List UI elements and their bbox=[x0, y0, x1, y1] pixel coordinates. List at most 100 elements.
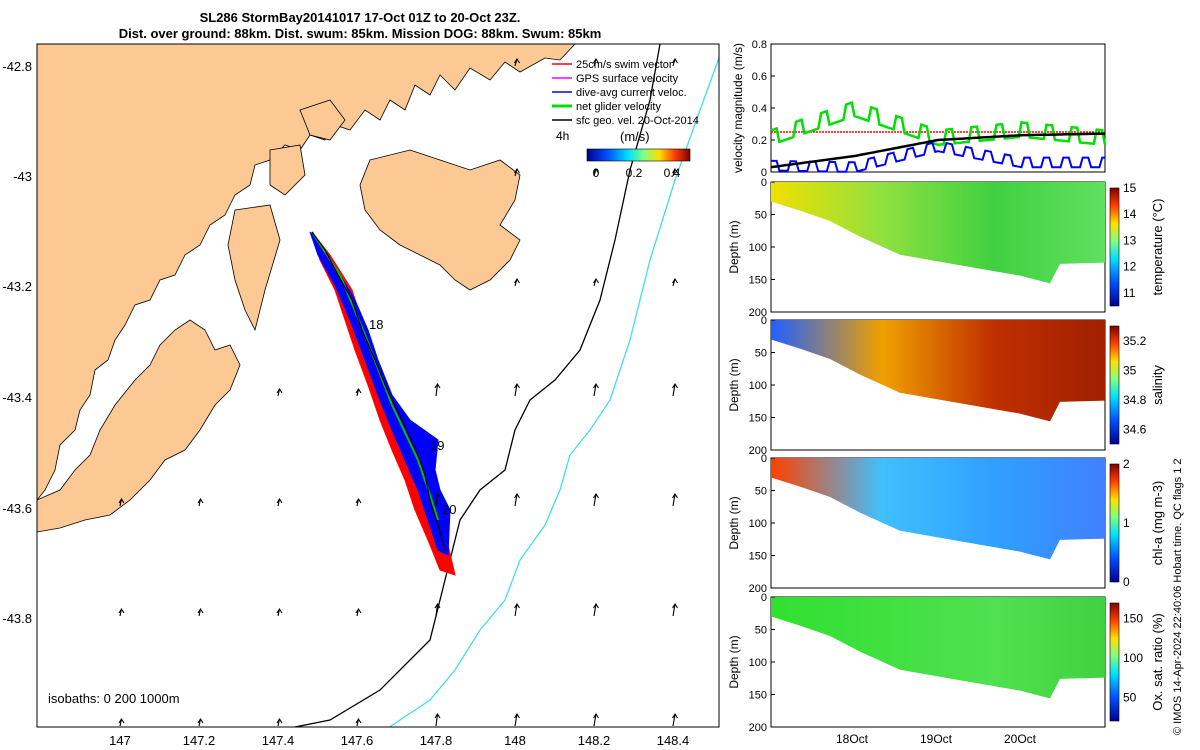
geo-vector-head bbox=[276, 607, 283, 614]
isobaths-label: isobaths: 0 200 1000m bbox=[48, 691, 180, 706]
geo-vector-head bbox=[672, 712, 678, 719]
legend-swim: 25cm/s swim vector bbox=[576, 59, 673, 71]
lat-tick: -43 bbox=[13, 169, 32, 184]
geo-vector-arrow bbox=[514, 383, 518, 397]
depth-tick: 100 bbox=[749, 380, 767, 392]
geo-vector-head bbox=[355, 607, 362, 614]
land-island-mid bbox=[269, 144, 306, 196]
colorbar-tick: 13 bbox=[1123, 233, 1137, 247]
colorbar-tick: 50 bbox=[1123, 690, 1137, 704]
geo-vector-head bbox=[197, 607, 204, 614]
colorbar-tick: 15 bbox=[1123, 181, 1137, 195]
geo-vector-head bbox=[434, 602, 441, 609]
depth-label: Depth (m) bbox=[727, 358, 741, 411]
geo-vector-head bbox=[514, 382, 520, 389]
track-label-19: 19 bbox=[430, 438, 444, 453]
section-label: salinity bbox=[1150, 365, 1165, 405]
section-colorbar bbox=[1109, 463, 1120, 583]
geo-vector-head bbox=[514, 602, 520, 609]
depth-tick: 200 bbox=[749, 722, 767, 734]
colorbar-tick: 150 bbox=[1123, 612, 1143, 626]
geo-vector-head bbox=[593, 57, 599, 64]
depth-tick: 0 bbox=[761, 177, 767, 189]
speed-colorbar bbox=[586, 148, 691, 162]
geo-vector-arrow bbox=[672, 713, 676, 727]
geo-vector-head bbox=[672, 167, 678, 174]
geo-vector-arrow bbox=[593, 603, 597, 617]
depth-tick: 0 bbox=[761, 453, 767, 465]
depth-tick: 150 bbox=[749, 551, 767, 563]
geo-vector-head bbox=[672, 382, 678, 389]
land-peninsula-north bbox=[299, 99, 346, 141]
section-field bbox=[771, 458, 1105, 560]
geo-vector-head bbox=[672, 602, 678, 609]
geo-vector-arrow bbox=[672, 603, 676, 617]
velocity-ytick: 0.8 bbox=[752, 39, 767, 51]
isobath-1000m bbox=[388, 57, 719, 727]
colorbar-tick: 11 bbox=[1123, 286, 1136, 300]
land-tasman bbox=[37, 319, 241, 533]
lat-tick: -42.8 bbox=[2, 59, 32, 74]
depth-tick: 200 bbox=[749, 445, 767, 457]
velocity-ylabel: velocity magnitude (m/s) bbox=[731, 43, 745, 173]
lat-tick: -43.8 bbox=[2, 611, 32, 626]
geo-vector-arrow bbox=[435, 603, 439, 617]
geo-vector-head bbox=[514, 492, 520, 499]
footer-credit: © IMOS 14-Apr-2024 22:40:06 Hobart time.… bbox=[1172, 458, 1184, 735]
geo-vector-head bbox=[593, 712, 599, 719]
geo-vector-head bbox=[593, 167, 599, 174]
section-colorbar bbox=[1109, 602, 1120, 722]
geo-vector-head bbox=[593, 382, 599, 389]
geo-vector-head bbox=[672, 57, 678, 64]
figure-title-line1: SL286 StormBay20141017 17-Oct 01Z to 20-… bbox=[199, 10, 521, 25]
section-panel-3: 0 50 100 150 200 Depth (m) 0 1 2 chl-a (mg m-3) bbox=[727, 453, 1165, 595]
section-field bbox=[771, 597, 1105, 699]
geo-vector-head bbox=[276, 387, 283, 394]
track-label-18: 18 bbox=[369, 317, 383, 332]
time-tick: 20Oct bbox=[1004, 732, 1037, 746]
section-colorbar bbox=[1109, 325, 1120, 445]
geo-vector-arrow bbox=[435, 713, 439, 727]
section-panel-1: 0 50 100 150 200 Depth (m) 11 12 13 14 15 temperatu… bbox=[727, 177, 1165, 319]
geo-vector-arrow bbox=[514, 493, 518, 507]
geo-vector-head bbox=[118, 717, 125, 724]
geo-vector-arrow bbox=[514, 713, 518, 727]
track-label-20: 20 bbox=[442, 502, 456, 517]
lon-tick: 148.4 bbox=[657, 733, 690, 748]
colorbar-tick: 0.4 bbox=[664, 166, 681, 180]
colorbar-tick: 0.2 bbox=[626, 166, 643, 180]
depth-tick: 0 bbox=[761, 592, 767, 604]
geo-vector-head bbox=[434, 492, 441, 499]
track-current-vectors bbox=[309, 231, 451, 556]
geo-vector-arrow bbox=[435, 493, 439, 507]
lon-tick: 147.2 bbox=[183, 733, 216, 748]
geo-vector-head bbox=[355, 717, 362, 724]
section-panel-4: 0 50 100 150 200 Depth (m) 50 100 150 Ox. sat. ra… bbox=[727, 592, 1165, 734]
depth-tick: 50 bbox=[755, 348, 767, 360]
depth-tick: 150 bbox=[749, 690, 767, 702]
depth-label: Depth (m) bbox=[727, 635, 741, 688]
depth-tick: 150 bbox=[749, 413, 767, 425]
lat-tick: -43.6 bbox=[2, 501, 32, 516]
section-colorbar bbox=[1109, 187, 1120, 307]
colorbar-tick: 0 bbox=[593, 166, 600, 180]
time-tick: 18Oct bbox=[836, 732, 869, 746]
legend-net: net glider velocity bbox=[576, 101, 661, 113]
lon-tick: 147.4 bbox=[262, 733, 295, 748]
map-panel: 18 19 20 147 147.2 147.4 147.6 147.8 148… bbox=[2, 43, 720, 748]
section-label: temperature (°C) bbox=[1150, 199, 1165, 296]
velocity-ytick: 0.2 bbox=[752, 135, 767, 147]
lat-tick: -43.4 bbox=[2, 390, 32, 405]
isobath-200m bbox=[291, 44, 661, 727]
geo-vector-arrow bbox=[514, 603, 518, 617]
section-field bbox=[771, 320, 1105, 422]
section-field bbox=[771, 182, 1105, 284]
geo-vector-arrow bbox=[672, 383, 676, 397]
geo-vector-head bbox=[355, 387, 362, 394]
geo-vector-head bbox=[197, 497, 204, 504]
legend-current: dive-avg current veloc. bbox=[576, 87, 687, 99]
depth-tick: 50 bbox=[755, 486, 767, 498]
colorbar-tick: 0 bbox=[1123, 575, 1130, 589]
velocity-frame bbox=[770, 43, 1106, 173]
geo-vector-head bbox=[514, 57, 520, 64]
